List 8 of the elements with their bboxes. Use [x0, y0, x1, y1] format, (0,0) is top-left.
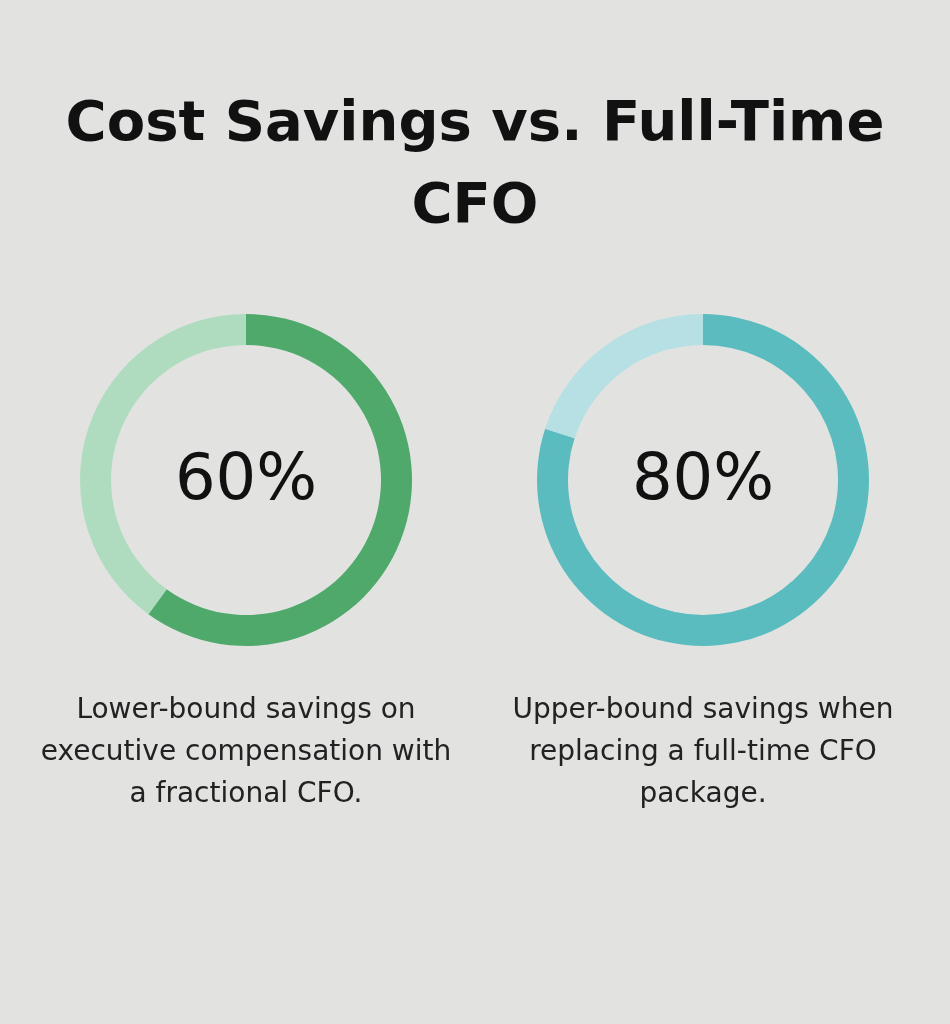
- data-label: 60%: [174, 440, 318, 514]
- data-label: 80%: [631, 440, 775, 514]
- text: Upper-bound savings when replacing a full-time CFO package.: [511, 691, 895, 811]
- text: Lower-bound savings on executive compensation with a fractional CFO.: [39, 691, 453, 811]
- donut-slice: [537, 314, 869, 646]
- donut-slice: [148, 314, 412, 646]
- chart-title: Cost Savings vs. Full-Time CFO: [64, 87, 886, 237]
- donut-slice: [545, 314, 703, 439]
